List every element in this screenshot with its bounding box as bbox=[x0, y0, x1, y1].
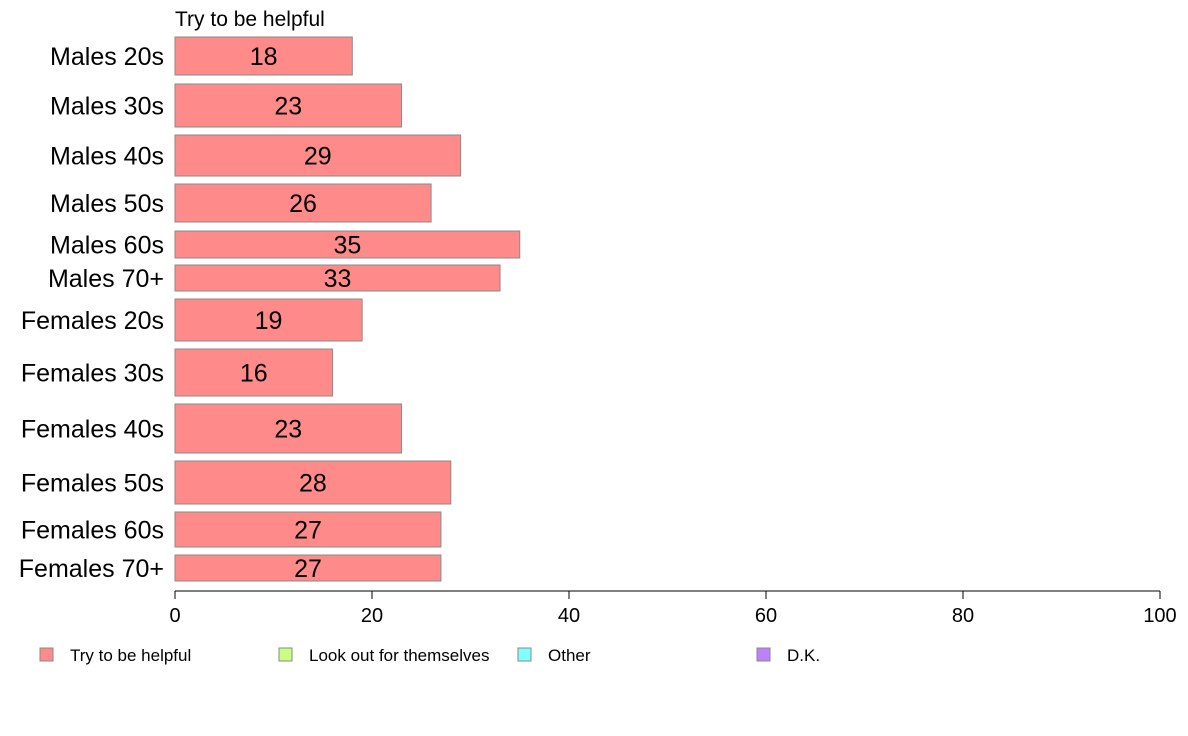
series-header: Try to be helpful bbox=[175, 8, 325, 31]
bar-try-to-be-helpful-females-40s bbox=[174, 403, 403, 454]
data-label-females-20s: 19 bbox=[255, 307, 283, 335]
bar-try-to-be-helpful-males-70 bbox=[174, 264, 501, 292]
x-tick-label: 40 bbox=[558, 605, 580, 627]
data-label-females-40s: 23 bbox=[274, 416, 302, 444]
data-label-males-20s: 18 bbox=[250, 43, 278, 71]
bar-try-to-be-helpful-females-30s bbox=[174, 348, 334, 397]
legend-swatch-other bbox=[517, 647, 532, 662]
category-label-males-40s: Males 40s bbox=[50, 143, 164, 171]
bar-try-to-be-helpful-males-30s bbox=[174, 83, 403, 128]
bar-try-to-be-helpful-males-20s bbox=[174, 36, 353, 76]
category-label-females-50s: Females 50s bbox=[21, 470, 164, 498]
data-label-females-70: 27 bbox=[294, 555, 322, 583]
bar-try-to-be-helpful-females-60s bbox=[174, 511, 442, 548]
series-header-label: Try to be helpful bbox=[175, 8, 325, 31]
x-tick-label: 0 bbox=[169, 605, 180, 627]
bar-try-to-be-helpful-males-40s bbox=[174, 134, 462, 177]
category-label-females-30s: Females 30s bbox=[21, 360, 164, 388]
legend: Try to be helpful Look out for themselves… bbox=[39, 646, 820, 665]
x-tick-label: 60 bbox=[755, 605, 777, 627]
category-labels: Males 20s Males 30s Males 40s Males 50s Male… bbox=[19, 43, 164, 583]
legend-swatch-try-to-be-helpful bbox=[39, 647, 54, 662]
data-label-males-30s: 23 bbox=[274, 93, 302, 121]
bar-try-to-be-helpful-females-50s bbox=[174, 460, 452, 505]
category-label-females-70: Females 70+ bbox=[19, 555, 164, 583]
legend-label-try-to-be-helpful: Try to be helpful bbox=[70, 646, 191, 665]
category-label-males-50s: Males 50s bbox=[50, 190, 164, 218]
data-label-males-70: 33 bbox=[324, 265, 352, 293]
category-label-males-60s: Males 60s bbox=[50, 232, 164, 260]
legend-label-d-k: D.K. bbox=[787, 646, 820, 665]
category-label-females-40s: Females 40s bbox=[21, 416, 164, 444]
category-label-males-70: Males 70+ bbox=[48, 265, 164, 293]
bar-try-to-be-helpful-females-20s bbox=[174, 298, 363, 342]
data-label-males-40s: 29 bbox=[304, 143, 332, 171]
category-label-females-60s: Females 60s bbox=[21, 517, 164, 545]
legend-label-other: Other bbox=[548, 646, 591, 665]
bar-try-to-be-helpful-females-70 bbox=[174, 554, 442, 582]
x-axis: 0 20 40 60 80 100 bbox=[169, 590, 1177, 627]
bar-try-to-be-helpful-males-50s bbox=[174, 183, 432, 223]
category-label-females-20s: Females 20s bbox=[21, 307, 164, 335]
legend-swatch-look-out-for-themselves bbox=[278, 647, 293, 662]
legend-swatch-d-k bbox=[756, 647, 771, 662]
x-tick-label: 20 bbox=[361, 605, 383, 627]
data-label-females-30s: 16 bbox=[240, 360, 268, 388]
data-label-males-50s: 26 bbox=[289, 190, 317, 218]
data-label-males-60s: 35 bbox=[333, 232, 361, 260]
x-tick-label: 100 bbox=[1143, 605, 1176, 627]
category-label-males-30s: Males 30s bbox=[50, 93, 164, 121]
x-tick-label: 80 bbox=[952, 605, 974, 627]
bar-try-to-be-helpful-males-60s bbox=[174, 230, 521, 259]
category-label-males-20s: Males 20s bbox=[50, 43, 164, 71]
data-label-females-60s: 27 bbox=[294, 517, 322, 545]
legend-label-look-out-for-themselves: Look out for themselves bbox=[309, 646, 489, 665]
data-label-females-50s: 28 bbox=[299, 470, 327, 498]
